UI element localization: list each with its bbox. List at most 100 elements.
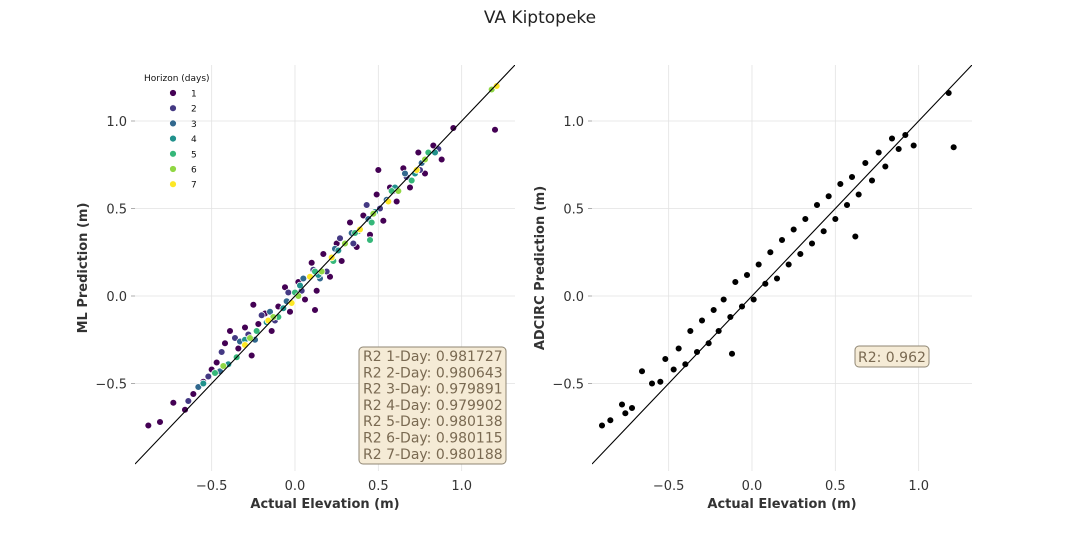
annotation-line: R2: 0.962 [858, 350, 926, 366]
data-point [796, 250, 805, 258]
data-point [429, 141, 438, 150]
data-point [359, 211, 368, 220]
data-point [606, 416, 615, 425]
r2-annotation: R2: 0.962 [854, 345, 930, 368]
data-point [249, 301, 258, 309]
x-tick-label: 1.0 [451, 479, 472, 494]
data-point [909, 141, 918, 150]
data-point [349, 239, 358, 248]
data-point [311, 267, 319, 276]
data-point [628, 404, 636, 412]
data-point [854, 190, 863, 199]
data-point [843, 201, 851, 209]
data-point [287, 299, 296, 307]
data-point [241, 341, 249, 349]
data-point [819, 227, 828, 236]
data-point [286, 308, 294, 316]
legend: Horizon (days) 1 2 3 4 5 6 7 [144, 74, 210, 191]
annotation-box [358, 346, 507, 465]
data-point [749, 295, 758, 304]
data-point [234, 344, 243, 353]
data-point [778, 236, 786, 244]
data-point [184, 397, 193, 405]
data-point [379, 217, 388, 225]
data-point [387, 187, 396, 195]
data-point [861, 159, 870, 167]
data-point [336, 234, 344, 243]
data-point [194, 383, 203, 391]
data-point [217, 348, 226, 356]
data-point [221, 339, 229, 348]
data-point [189, 390, 198, 398]
y-axis-label: ADCIRC Prediction (m) [533, 186, 548, 350]
x-tick-label: 1.0 [908, 479, 929, 494]
data-point [407, 176, 416, 185]
scatter-points [598, 89, 958, 430]
data-point [241, 323, 249, 332]
data-point [618, 400, 626, 409]
data-point [648, 379, 656, 388]
data-point [306, 273, 314, 281]
legend-label: 5 [191, 150, 197, 160]
ml-prediction-panel: −0.5 0.0 0.5 1.0 −0.5 0.0 0.5 1.0 Actual Elevati… [76, 65, 515, 512]
data-point [337, 257, 346, 265]
data-point [372, 190, 381, 199]
data-point [181, 406, 189, 414]
legend-marker [169, 134, 177, 143]
x-axis-label: Actual Elevation (m) [707, 497, 856, 512]
data-point [784, 260, 793, 269]
data-point [754, 260, 763, 269]
data-point [226, 327, 234, 335]
data-point [766, 248, 775, 257]
data-point [621, 409, 630, 418]
data-point [144, 421, 153, 430]
data-point [356, 225, 364, 234]
annotation-line: R2 3-Day: 0.979891 [363, 382, 503, 398]
annotation-line: R2 1-Day: 0.981727 [363, 349, 503, 365]
data-point [299, 274, 308, 283]
data-point [366, 236, 374, 244]
data-point [704, 339, 713, 348]
data-point [257, 311, 266, 320]
data-point [199, 379, 208, 388]
data-point [698, 316, 706, 325]
annotation-line: R2 2-Day: 0.980643 [363, 365, 503, 381]
data-point [296, 281, 304, 290]
data-point [661, 355, 670, 363]
data-point [267, 327, 276, 335]
data-point [656, 378, 665, 386]
legend-marker [169, 165, 177, 173]
data-point [312, 287, 321, 295]
data-point [281, 283, 289, 292]
x-tick-label: 0.0 [742, 479, 763, 494]
legend-marker [169, 104, 177, 112]
data-point [789, 225, 798, 234]
legend-label: 4 [191, 135, 197, 145]
data-point [638, 367, 646, 376]
data-point [247, 351, 256, 360]
data-point [808, 239, 816, 248]
data-point [437, 155, 446, 164]
data-point [231, 334, 239, 342]
y-tick-label: 0.0 [563, 290, 584, 305]
annotation-box [854, 345, 930, 368]
data-point [376, 204, 384, 213]
data-point [374, 166, 383, 174]
legend-label: 2 [191, 105, 197, 115]
data-point [204, 372, 213, 381]
identity-reference-line [592, 65, 972, 465]
data-point [851, 232, 860, 241]
data-point [421, 169, 429, 178]
data-point [307, 259, 316, 267]
identity-reference-line [135, 65, 515, 465]
data-point [881, 162, 890, 171]
data-point [874, 148, 883, 157]
y-tick-label: 1.0 [563, 115, 584, 130]
data-point [252, 327, 261, 335]
data-point [284, 288, 293, 297]
data-point [311, 306, 319, 314]
data-point [424, 148, 433, 157]
scatter-points [144, 82, 501, 430]
